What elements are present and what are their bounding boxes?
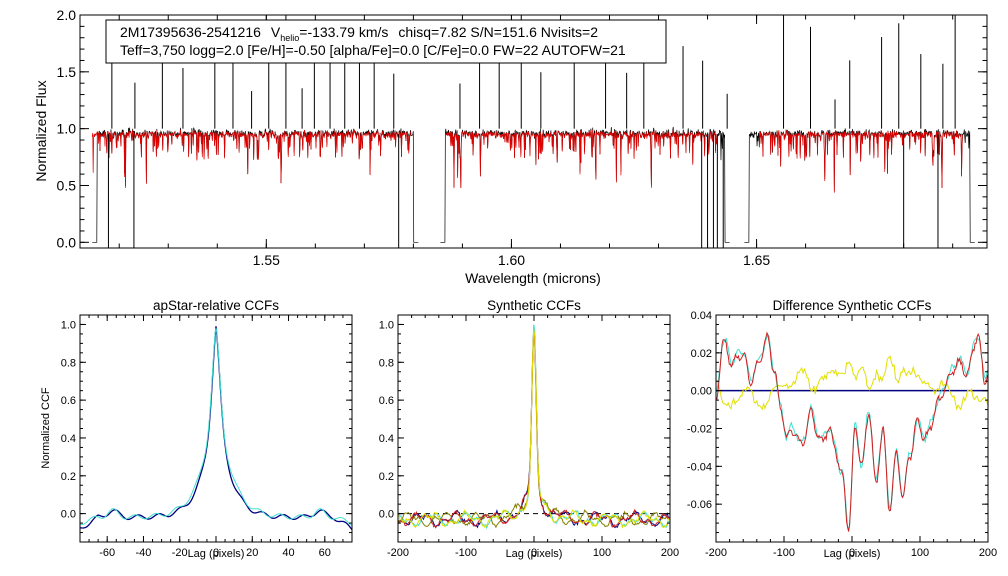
info-box bbox=[105, 19, 667, 64]
y-tick-label: 0.8 bbox=[379, 357, 394, 369]
x-tick-label: 100 bbox=[911, 547, 929, 559]
difference-ccf-title: Difference Synthetic CCFs bbox=[773, 298, 932, 313]
difference-ccf-visit-1-diff bbox=[716, 331, 988, 532]
x-tick-label: 20 bbox=[246, 547, 258, 559]
synthetic-ccf-panel: -200 -100 0 100 200 0.0 0.2 0.4 0.6 0.8 1.0 Synthe… bbox=[379, 298, 679, 560]
model-spectrum-chip-2 bbox=[445, 129, 718, 189]
x-tick-label: 200 bbox=[661, 547, 679, 559]
apstar-ccf-title: apStar-relative CCFs bbox=[153, 298, 279, 313]
x-tick-label: -60 bbox=[99, 547, 115, 559]
y-tick-label: 1.0 bbox=[61, 319, 76, 331]
x-tick-label: 40 bbox=[282, 547, 294, 559]
x-tick-label: -100 bbox=[455, 547, 477, 559]
x-tick-label: -200 bbox=[387, 547, 409, 559]
y-tick-label: 0.2 bbox=[379, 471, 394, 483]
y-tick-label: 0.6 bbox=[379, 395, 394, 407]
difference-ccf-x-label: Lag (pixels) bbox=[824, 548, 881, 560]
apstar-ccf-plot-area bbox=[80, 326, 352, 531]
y-tick-label: 0.2 bbox=[61, 471, 76, 483]
y-tick-label: 0.0 bbox=[379, 509, 394, 521]
y-tick-label: 0.8 bbox=[61, 357, 76, 369]
y-tick-label: 0.0 bbox=[61, 509, 76, 521]
vhelio-symbol: V bbox=[271, 24, 281, 40]
x-tick-label: 60 bbox=[319, 547, 331, 559]
y-tick-label: 2.0 bbox=[57, 7, 77, 23]
y-tick-label: -0.04 bbox=[687, 461, 712, 473]
x-tick-label: 1.65 bbox=[743, 252, 770, 268]
ccf-line-visit-2 bbox=[80, 328, 352, 526]
spectrum-ticks: 1.55 1.60 1.65 0.0 0.5 1.0 1.5 2.0 bbox=[57, 7, 987, 268]
y-tick-label: 0.02 bbox=[691, 348, 712, 360]
x-tick-label: 0 bbox=[849, 547, 855, 559]
y-tick-label: 0.0 bbox=[57, 234, 77, 250]
difference-ccf-panel: -200 -100 0 100 200 -0.06 -0.04 -0.02 0.00 0.02 0.… bbox=[687, 298, 997, 560]
synthetic-ccf-combined bbox=[398, 334, 670, 529]
synthetic-ccf-visit-2 bbox=[398, 324, 670, 530]
difference-ccf-template bbox=[716, 355, 988, 411]
spectrum-x-label: Wavelength (microns) bbox=[465, 270, 601, 286]
y-tick-label: 0.6 bbox=[61, 395, 76, 407]
x-tick-label: 0 bbox=[531, 547, 537, 559]
synthetic-ccf-visit-1 bbox=[398, 329, 670, 529]
apstar-ccf-y-label: Normalized CCF bbox=[40, 387, 52, 469]
ccf-line-visit-1 bbox=[80, 326, 352, 531]
apstar-ccf-ticks: -60 -40 -20 0 20 40 60 0.0 0.2 0.4 0.6 0.8 1.0 bbox=[61, 314, 353, 559]
x-tick-label: -20 bbox=[172, 547, 188, 559]
y-tick-label: 1.5 bbox=[57, 64, 77, 80]
synthetic-ccf-title: Synthetic CCFs bbox=[487, 298, 581, 313]
model-spectrum-chip-1 bbox=[91, 128, 411, 188]
y-tick-label: -0.06 bbox=[687, 499, 712, 511]
x-tick-label: 1.60 bbox=[498, 252, 525, 268]
difference-ccf-ticks: -200 -100 0 100 200 -0.06 -0.04 -0.02 0.00 0.02 0.… bbox=[687, 310, 997, 559]
difference-ccf-plot-area bbox=[716, 331, 988, 532]
y-tick-label: 1.0 bbox=[379, 319, 394, 331]
x-tick-label: 100 bbox=[593, 547, 611, 559]
model-spectrum-chip-3 bbox=[758, 130, 963, 193]
synthetic-ccf-frame bbox=[397, 314, 671, 543]
x-tick-label: 0 bbox=[213, 547, 219, 559]
synthetic-ccf-template bbox=[398, 329, 670, 529]
info-line-1: 2M17395636-2541216 Vhelio=-133.79 km/s chi… bbox=[120, 24, 598, 43]
spectrum-axes-frame bbox=[79, 14, 988, 249]
y-tick-label: 0.04 bbox=[691, 310, 712, 322]
x-tick-label: -100 bbox=[773, 547, 795, 559]
x-tick-label: -40 bbox=[136, 547, 152, 559]
apstar-ccf-frame bbox=[79, 314, 353, 543]
x-tick-label: 1.55 bbox=[253, 252, 280, 268]
synthetic-ccf-best-fit bbox=[398, 329, 670, 529]
x-tick-label: -200 bbox=[705, 547, 727, 559]
spectrum-y-label: Normalized Flux bbox=[33, 80, 49, 181]
vhelio-value: =-133.79 km/s bbox=[299, 24, 388, 40]
synthetic-ccf-ticks: -200 -100 0 100 200 0.0 0.2 0.4 0.6 0.8 1.0 bbox=[379, 314, 679, 559]
y-tick-label: 0.5 bbox=[57, 177, 77, 193]
observed-spectrum-chip-3 bbox=[744, 128, 975, 243]
difference-ccf-frame bbox=[715, 314, 989, 543]
difference-ccf-visit-2-diff bbox=[716, 333, 988, 532]
apstar-ccf-x-label: Lag (pixels) bbox=[188, 548, 245, 560]
y-tick-label: 0.4 bbox=[61, 433, 76, 445]
y-tick-label: 0.4 bbox=[379, 433, 394, 445]
info-line-2: Teff=3,750 logg=2.0 [Fe/H]=-0.50 [alpha/… bbox=[120, 42, 626, 58]
vhelio-subscript: helio bbox=[280, 33, 299, 43]
y-tick-label: 0.00 bbox=[691, 386, 712, 398]
star-id: 2M17395636-2541216 bbox=[120, 24, 261, 40]
synthetic-ccf-x-label: Lag (pixels) bbox=[506, 548, 563, 560]
fit-stats: chisq=7.82 S/N=151.6 Nvisits=2 bbox=[398, 24, 598, 40]
x-tick-label: 200 bbox=[979, 547, 997, 559]
y-tick-label: 1.0 bbox=[57, 121, 77, 137]
synthetic-ccf-plot-area bbox=[398, 324, 670, 530]
y-tick-label: -0.02 bbox=[687, 424, 712, 436]
spectrum-panel: 1.55 1.60 1.65 0.0 0.5 1.0 1.5 2.0 2M17395636-2… bbox=[33, 7, 988, 286]
apstar-ccf-panel: -60 -40 -20 0 20 40 60 0.0 0.2 0.4 0.6 0.8 1.0 apSta… bbox=[40, 298, 353, 560]
